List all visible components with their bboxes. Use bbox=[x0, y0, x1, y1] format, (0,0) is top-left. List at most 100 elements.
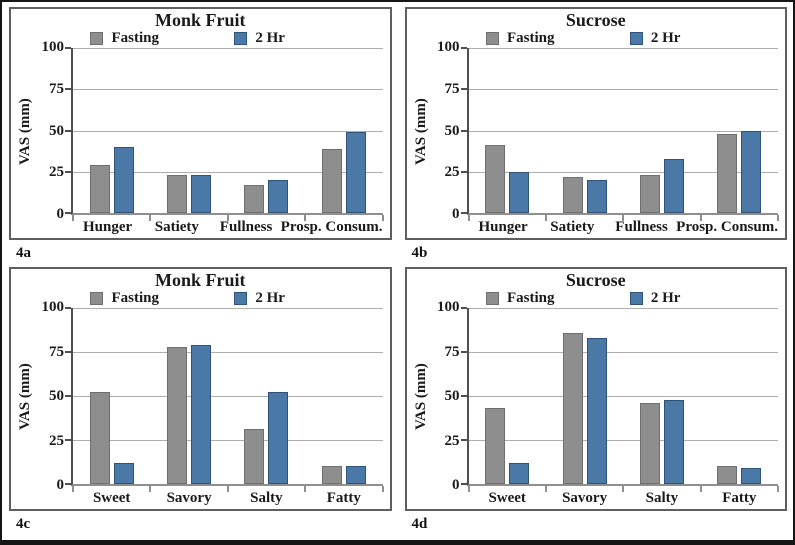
y-tick-label-0: 0 bbox=[56, 206, 65, 222]
bar-2-hr-satiety bbox=[191, 175, 212, 213]
bar-fasting-fatty bbox=[717, 466, 738, 484]
y-axis-tick bbox=[65, 212, 71, 214]
legend-item-fasting: Fasting bbox=[90, 30, 159, 47]
bar-group-savory bbox=[546, 308, 623, 484]
y-tick-label-0: 0 bbox=[56, 477, 65, 493]
legend-swatch-2hr bbox=[629, 32, 643, 45]
bar-group-fatty bbox=[701, 308, 778, 484]
legend-label-2hr: 2 Hr bbox=[650, 290, 681, 306]
bar-fasting-salty bbox=[244, 429, 265, 484]
x-axis-label-hunger: Hunger bbox=[83, 219, 133, 235]
y-axis-tick bbox=[65, 170, 71, 173]
y-axis-tick bbox=[460, 47, 467, 49]
bar-groups bbox=[73, 308, 383, 484]
legend-label-2hr: 2 Hr bbox=[650, 30, 681, 46]
gridline-100 bbox=[73, 48, 383, 49]
legend-item-fasting: Fasting bbox=[485, 30, 555, 47]
y-tick-label-100: 100 bbox=[41, 299, 65, 315]
x-axis-tick bbox=[304, 486, 307, 492]
figure-cell-4b: Sucrose Fasting 2 Hr VAS (mm) 100 75 50 25 0… bbox=[404, 7, 787, 267]
x-axis-label-fatty: Fatty bbox=[326, 490, 361, 506]
y-axis-title: VAS (mm) bbox=[17, 98, 33, 165]
y-tick-label-25: 25 bbox=[444, 164, 460, 181]
bar-fasting-hunger bbox=[89, 165, 110, 213]
x-axis-label-sweet: Sweet bbox=[92, 490, 131, 506]
x-axis-tick bbox=[381, 486, 384, 492]
y-axis-tick bbox=[65, 351, 71, 353]
gridline-75 bbox=[468, 352, 778, 353]
plot-area bbox=[65, 307, 384, 492]
x-axis-tick bbox=[381, 215, 384, 221]
gridline-25 bbox=[73, 171, 383, 173]
x-axis-tick bbox=[72, 486, 74, 492]
x-axis-tick bbox=[699, 486, 702, 492]
legend-item-2hr: 2 Hr bbox=[234, 290, 285, 307]
gridline-25 bbox=[468, 171, 778, 173]
x-axis-label-sweet: Sweet bbox=[488, 490, 526, 506]
gridline-50 bbox=[468, 396, 778, 397]
gridline-75 bbox=[468, 89, 778, 91]
chart-panel-4c: Monk Fruit Fasting 2 Hr VAS (mm) 100 75 50… bbox=[9, 267, 392, 511]
gridline-25 bbox=[468, 440, 778, 441]
bar-2-hr-salty bbox=[663, 399, 684, 484]
bar-group-fullness bbox=[228, 48, 305, 213]
x-axis-labels: Sweet Savory Salty Fatty bbox=[469, 488, 779, 509]
chart-area: VAS (mm) 100 75 50 25 0 bbox=[413, 299, 779, 493]
chart-area: VAS (mm) 100 75 50 25 0 bbox=[17, 39, 384, 222]
bar-fasting-fullness bbox=[244, 184, 265, 213]
chart-panel-4d: Sucrose Fasting 2 Hr VAS (mm) 100 75 50 25 0… bbox=[404, 267, 787, 511]
y-axis-tick bbox=[460, 483, 467, 485]
figure-cell-4a: Monk Fruit Fasting 2 Hr VAS (mm) 100 75 50… bbox=[9, 7, 392, 267]
y-tick-label-0: 0 bbox=[452, 477, 460, 493]
y-axis-tick bbox=[65, 47, 71, 49]
x-axis-tick bbox=[544, 486, 547, 492]
chart-title: Monk Fruit bbox=[154, 10, 246, 30]
x-axis-tick bbox=[622, 215, 625, 221]
gridline-100 bbox=[468, 48, 778, 49]
bar-2-hr-hunger bbox=[509, 171, 530, 213]
y-tick-label-25: 25 bbox=[49, 432, 64, 449]
y-tick-label-50: 50 bbox=[444, 122, 460, 139]
bar-group-sweet bbox=[73, 308, 150, 484]
bar-group-savory bbox=[150, 308, 227, 484]
x-axis-label-salty: Salty bbox=[250, 490, 283, 506]
gridline-75 bbox=[73, 89, 383, 91]
y-axis-tick bbox=[460, 88, 467, 91]
bar-2-hr-prosp-consum- bbox=[345, 132, 366, 213]
y-axis-tick bbox=[460, 129, 467, 132]
y-axis-tick bbox=[460, 307, 467, 309]
bar-2-hr-savory bbox=[191, 344, 212, 484]
legend-item-fasting: Fasting bbox=[90, 290, 159, 307]
plot-area bbox=[460, 307, 779, 492]
legend-label-fasting: Fasting bbox=[506, 30, 555, 46]
bar-2-hr-sweet bbox=[509, 462, 530, 484]
y-axis-tick bbox=[65, 129, 71, 132]
bar-fasting-fullness bbox=[639, 175, 660, 213]
bar-fasting-satiety bbox=[562, 176, 583, 213]
chart-panel-4b: Sucrose Fasting 2 Hr VAS (mm) 100 75 50 25 0… bbox=[404, 7, 787, 240]
bar-2-hr-fatty bbox=[345, 466, 366, 484]
y-tick-label-75: 75 bbox=[49, 343, 64, 360]
legend-label-2hr: 2 Hr bbox=[255, 30, 285, 46]
y-tick-label-100: 100 bbox=[437, 39, 460, 55]
gridline-100 bbox=[73, 308, 383, 309]
x-axis-label-fatty: Fatty bbox=[722, 490, 757, 506]
bar-fasting-satiety bbox=[167, 175, 188, 213]
bar-fasting-savory bbox=[167, 346, 188, 484]
gridline-75 bbox=[73, 352, 383, 353]
bar-group-hunger bbox=[469, 48, 546, 213]
bar-fasting-sweet bbox=[89, 392, 110, 484]
y-axis-tick-labels: 100 75 50 25 0 bbox=[430, 39, 467, 222]
x-axis-labels: Hunger Satiety Fullness Prosp. Consum. bbox=[73, 217, 382, 238]
legend-item-2hr: 2 Hr bbox=[234, 30, 285, 47]
y-axis-tick-labels: 100 75 50 25 0 bbox=[34, 299, 71, 493]
y-axis-tick bbox=[65, 483, 71, 485]
bar-fasting-salty bbox=[639, 403, 660, 484]
y-tick-label-75: 75 bbox=[444, 343, 460, 360]
y-axis-tick bbox=[460, 212, 467, 214]
bar-group-fatty bbox=[305, 308, 382, 484]
bar-group-prosp-consum- bbox=[701, 48, 778, 213]
legend-item-fasting: Fasting bbox=[485, 290, 555, 307]
y-tick-label-50: 50 bbox=[444, 388, 460, 404]
legend-item-2hr: 2 Hr bbox=[629, 290, 681, 307]
